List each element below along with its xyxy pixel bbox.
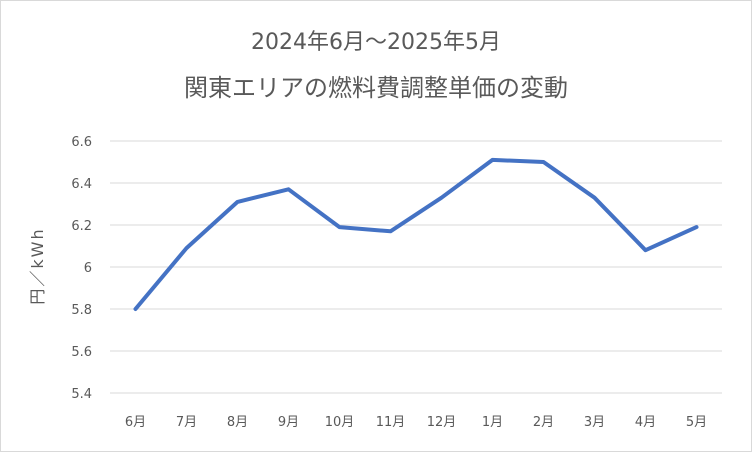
series-line <box>133 157 699 311</box>
x-tick-labels: 6月 7月 8月 9月 10月 11月 12月 1月 2月 3月 4月 5月 <box>125 415 707 430</box>
chart-subtitle: 関東エリアの燃料費調整単価の変動 <box>184 74 568 102</box>
y-tick-label: 5.6 <box>71 345 92 360</box>
x-tick-label: 5月 <box>686 415 707 430</box>
x-tick-label: 10月 <box>325 415 355 430</box>
x-tick-label: 9月 <box>278 415 299 430</box>
x-tick-label: 1月 <box>482 415 503 430</box>
x-tick-label: 8月 <box>227 415 248 430</box>
x-tick-label: 11月 <box>376 415 406 430</box>
y-tick-label: 5.4 <box>71 387 92 402</box>
y-tick-label: 6.4 <box>71 177 92 192</box>
y-tick-label: 6.2 <box>71 219 92 234</box>
x-tick-label: 6月 <box>125 415 146 430</box>
chart-title: 2024年6月～2025年5月 <box>251 30 501 55</box>
y-tick-label: 6 <box>84 261 92 276</box>
x-tick-label: 2月 <box>533 415 554 430</box>
gridlines <box>110 140 722 394</box>
x-tick-label: 7月 <box>176 415 197 430</box>
x-tick-label: 4月 <box>635 415 656 430</box>
y-tick-labels: 5.4 5.6 5.8 6 6.2 6.4 6.6 <box>71 135 92 402</box>
y-tick-label: 6.6 <box>71 135 92 150</box>
y-tick-label: 5.8 <box>71 303 92 318</box>
series-group <box>133 157 699 311</box>
x-tick-label: 3月 <box>584 415 605 430</box>
x-tick-label: 12月 <box>427 415 457 430</box>
